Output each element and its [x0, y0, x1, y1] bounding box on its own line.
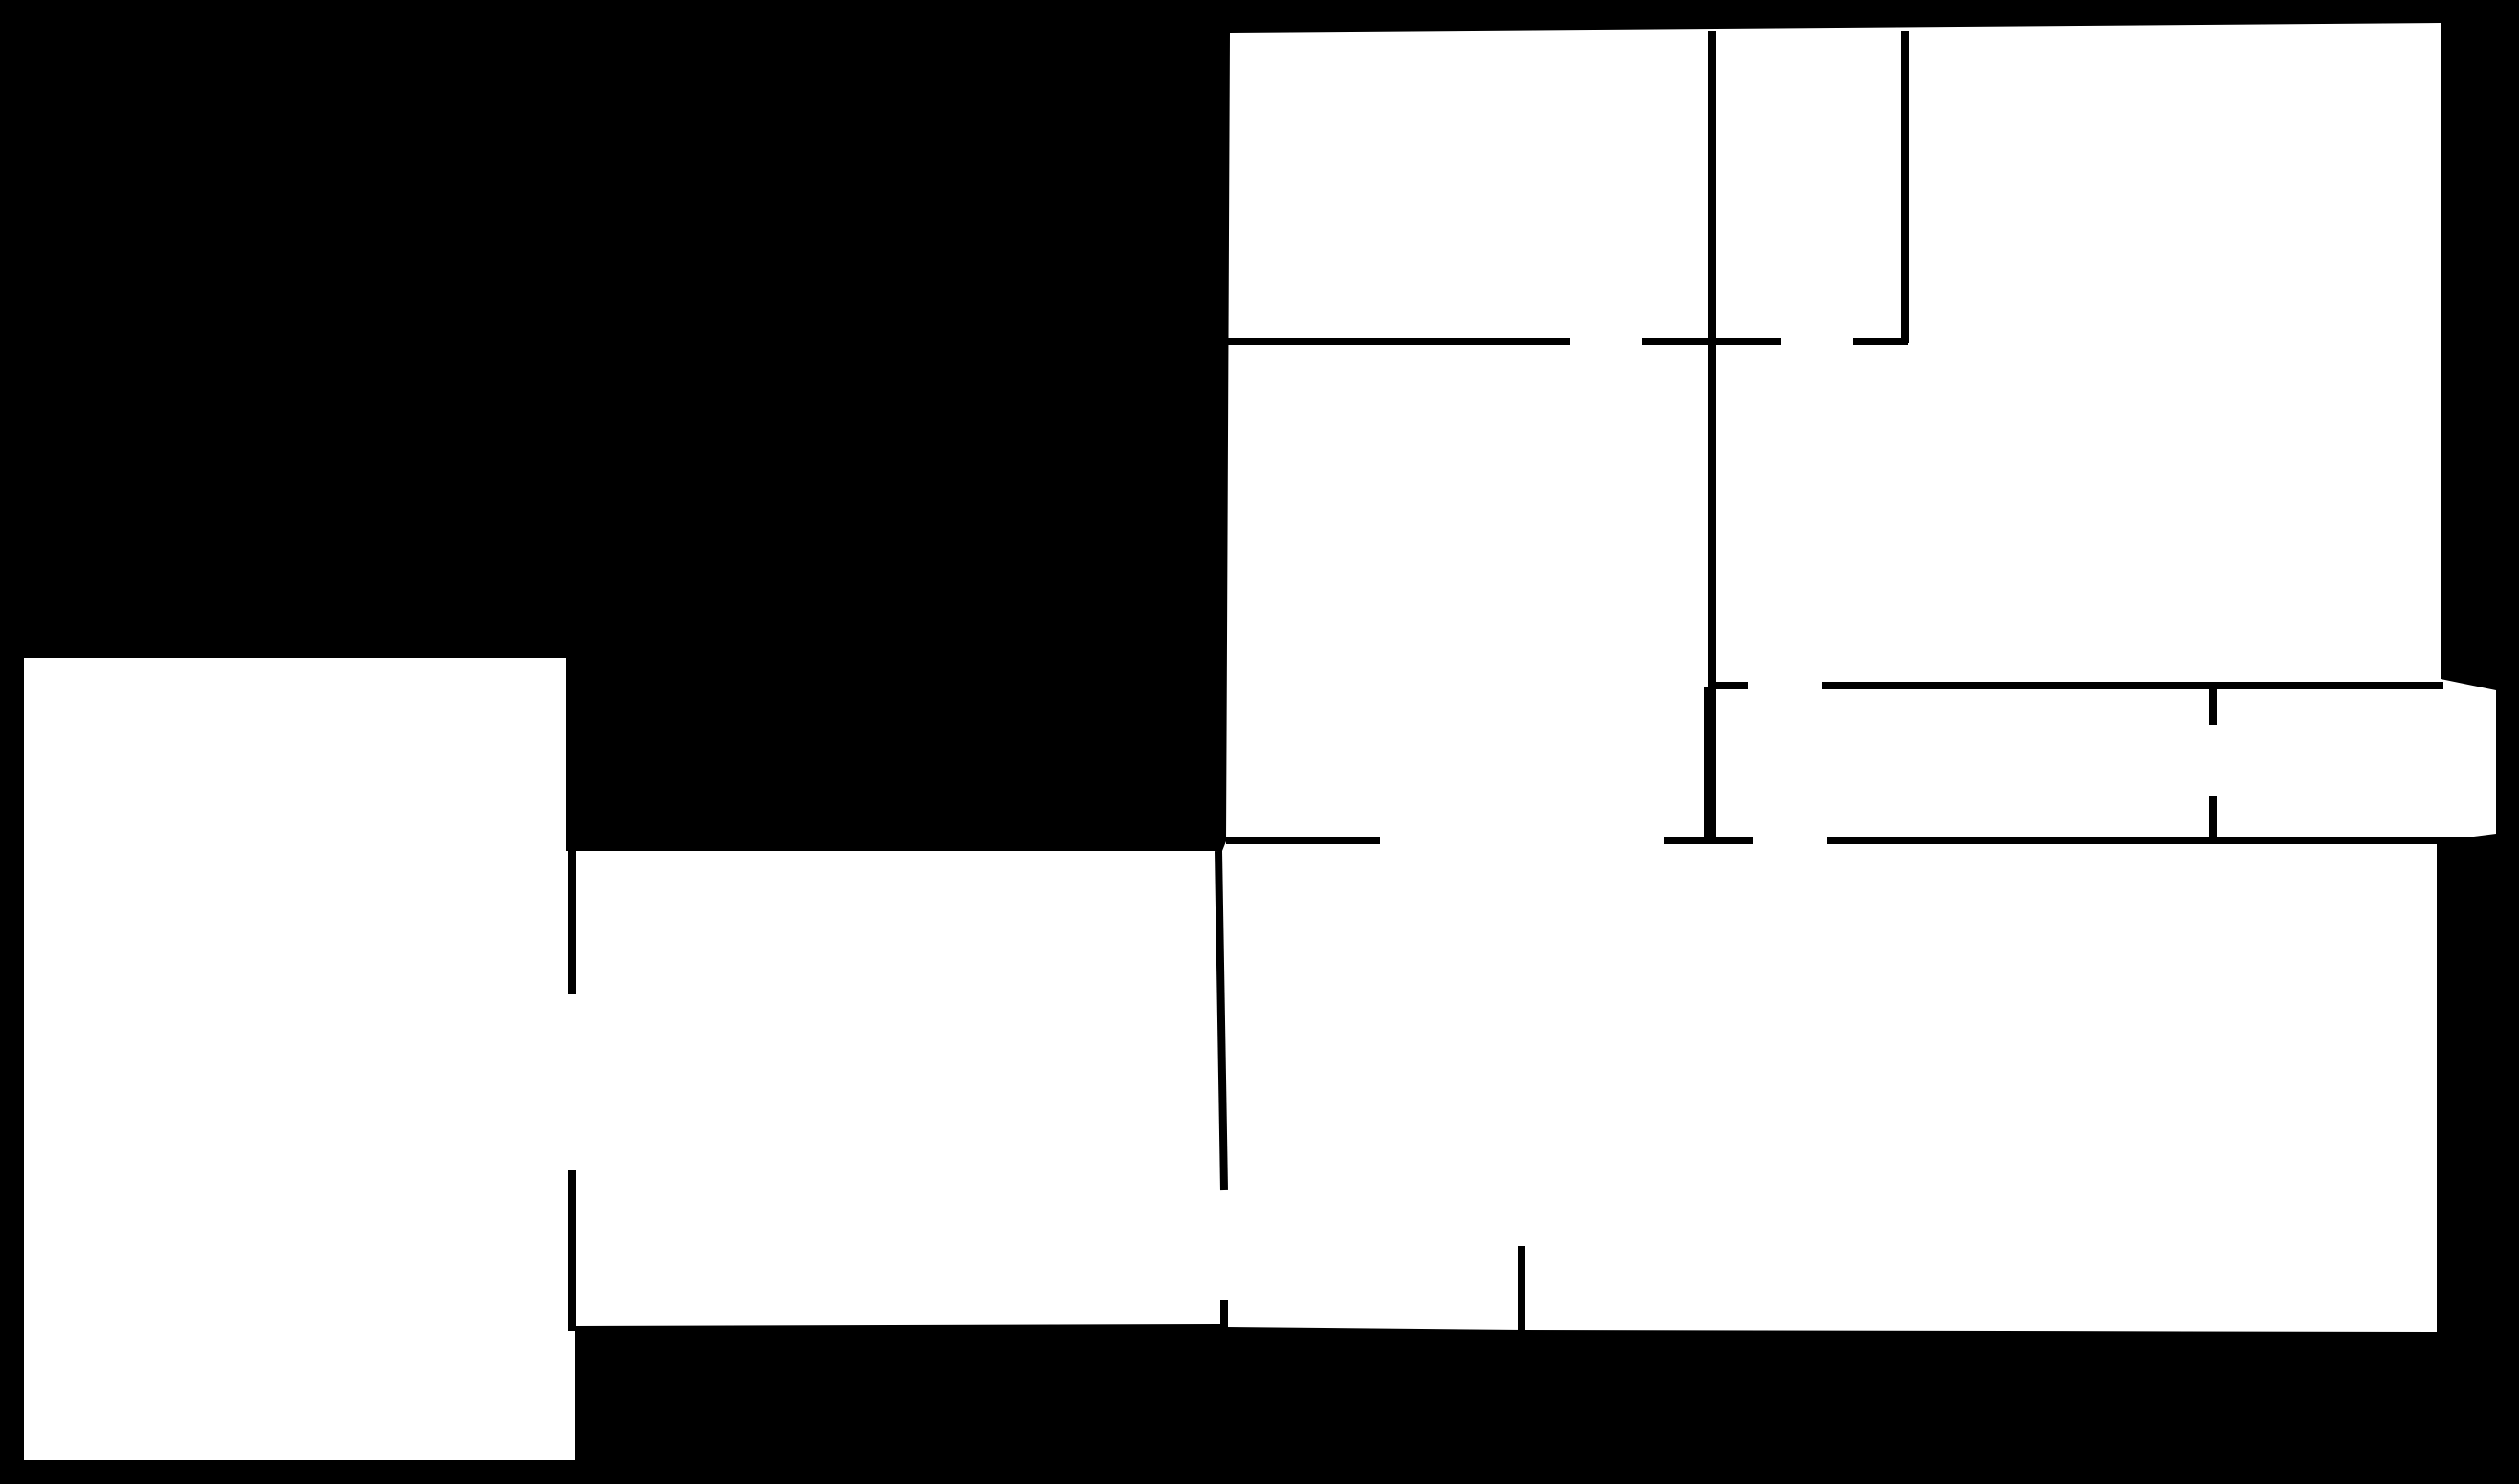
floor-plan-canvas [0, 0, 2519, 1484]
floor-plan-diagram [0, 0, 2519, 1484]
